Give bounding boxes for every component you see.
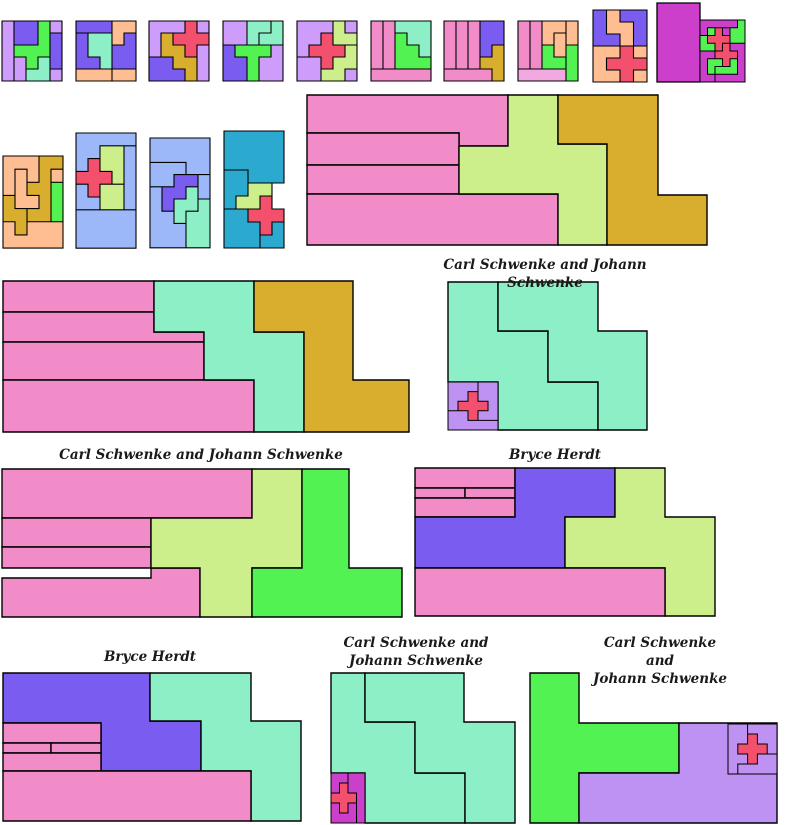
puzzle-green-purple-mini [727,723,778,775]
puzzle-small-10-main [656,2,701,83]
puzzle-small-6 [370,20,432,82]
puzzle-herdt-blue-1 [414,467,716,617]
caption-author: Carl Schwenke and Johann Schwenke [343,635,489,669]
puzzle-teal-1 [447,281,648,431]
puzzle-small-5 [296,20,358,82]
puzzle-pink-green [1,468,403,618]
puzzle-small-3 [148,20,210,82]
puzzle-small-4 [222,20,284,82]
puzzle-row2-2 [75,132,137,249]
puzzle-wide-top [306,94,708,246]
caption-author: Bryce Herdt [508,447,602,463]
puzzle-small-1 [1,20,63,82]
puzzle-small-8 [517,20,579,82]
puzzle-small-10-cross [699,19,746,83]
puzzle-small-2 [75,20,137,82]
puzzle-small-7 [443,20,505,82]
caption-author: Carl Schwenke and Johann Schwenke [59,447,343,463]
puzzle-teal-2-mini [330,772,366,824]
caption-author: Bryce Herdt [103,649,197,665]
caption-author: Carl Schwenke and Johann Schwenke [443,257,647,291]
puzzle-wide-left [2,280,410,433]
puzzle-herdt-blue-2 [2,672,302,822]
puzzle-row2-4 [223,130,285,249]
puzzle-teal-2 [330,672,516,824]
puzzle-small-9 [592,9,648,83]
puzzle-row2-3 [149,137,211,249]
caption-author: Carl Schwenke and Johann Schwenke [592,635,728,687]
puzzle-row2-1 [2,155,64,249]
puzzle-teal-1-mini [447,381,499,431]
